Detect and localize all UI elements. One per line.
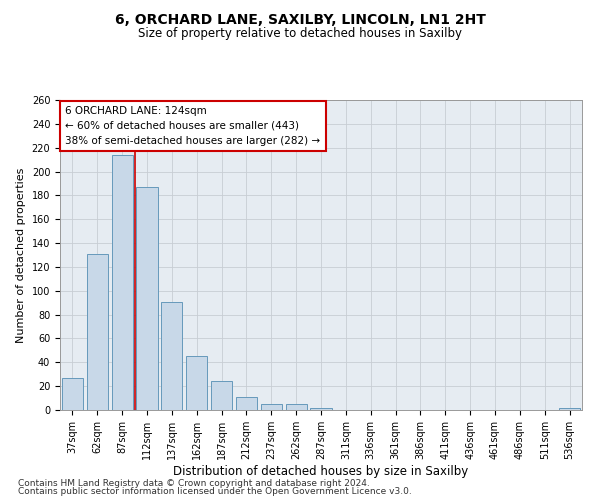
Bar xyxy=(261,404,282,410)
Bar xyxy=(87,254,108,410)
Text: 6 ORCHARD LANE: 124sqm
← 60% of detached houses are smaller (443)
38% of semi-de: 6 ORCHARD LANE: 124sqm ← 60% of detached… xyxy=(65,106,320,146)
Text: 6, ORCHARD LANE, SAXILBY, LINCOLN, LN1 2HT: 6, ORCHARD LANE, SAXILBY, LINCOLN, LN1 2… xyxy=(115,12,485,26)
Bar xyxy=(112,155,133,410)
Text: Contains HM Land Registry data © Crown copyright and database right 2024.: Contains HM Land Registry data © Crown c… xyxy=(18,478,370,488)
Bar xyxy=(136,187,158,410)
Bar xyxy=(310,408,332,410)
Bar xyxy=(286,404,307,410)
Y-axis label: Number of detached properties: Number of detached properties xyxy=(16,168,26,342)
Text: Contains public sector information licensed under the Open Government Licence v3: Contains public sector information licen… xyxy=(18,487,412,496)
Bar xyxy=(559,408,580,410)
X-axis label: Distribution of detached houses by size in Saxilby: Distribution of detached houses by size … xyxy=(173,464,469,477)
Bar xyxy=(211,382,232,410)
Bar xyxy=(161,302,182,410)
Bar xyxy=(186,356,207,410)
Bar xyxy=(236,397,257,410)
Bar xyxy=(62,378,83,410)
Text: Size of property relative to detached houses in Saxilby: Size of property relative to detached ho… xyxy=(138,28,462,40)
